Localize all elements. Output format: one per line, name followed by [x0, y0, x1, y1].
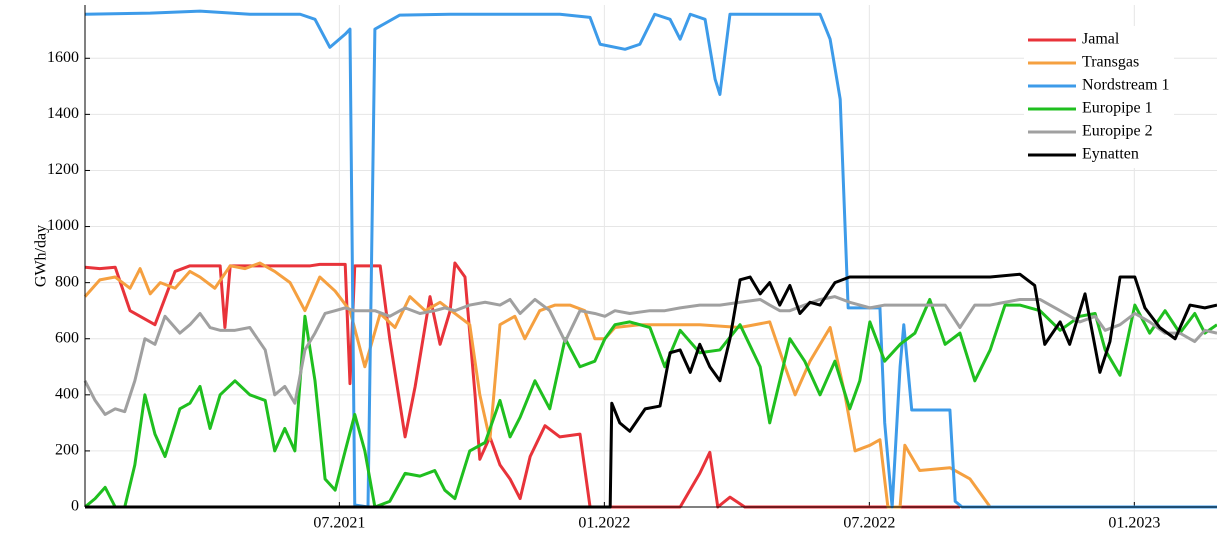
x-tick-label: 07.2021: [313, 515, 365, 532]
y-tick-label: 800: [55, 273, 79, 290]
x-tick-label: 01.2023: [1108, 515, 1160, 532]
data-line: [84, 297, 1217, 509]
y-tick-label: 600: [55, 329, 79, 346]
data-line: [83, 295, 1217, 416]
y-tick-label: 1000: [47, 217, 79, 234]
legend-label: Transgas: [1082, 54, 1139, 71]
y-tick-label: 1400: [47, 105, 79, 122]
x-tick-label: 07.2022: [843, 515, 895, 532]
legend-label: Eynatten: [1082, 146, 1139, 163]
y-tick-label: 0: [71, 498, 79, 515]
legend-box: [1024, 26, 1174, 168]
y-tick-label: 200: [55, 442, 79, 459]
y-axis-label: GWh/day: [33, 225, 50, 287]
x-tick-label: 01.2022: [578, 515, 630, 532]
legend-label: Nordstream 1: [1082, 77, 1170, 94]
data-line: [83, 261, 1000, 509]
y-tick-label: 1200: [47, 161, 79, 178]
y-tick-label: 1600: [47, 49, 79, 66]
legend-label: Europipe 2: [1082, 123, 1153, 140]
y-tick-label: 400: [55, 385, 79, 402]
legend-label: Europipe 1: [1082, 100, 1153, 117]
legend-label: Jamal: [1082, 31, 1120, 48]
data-line: [85, 272, 1217, 509]
